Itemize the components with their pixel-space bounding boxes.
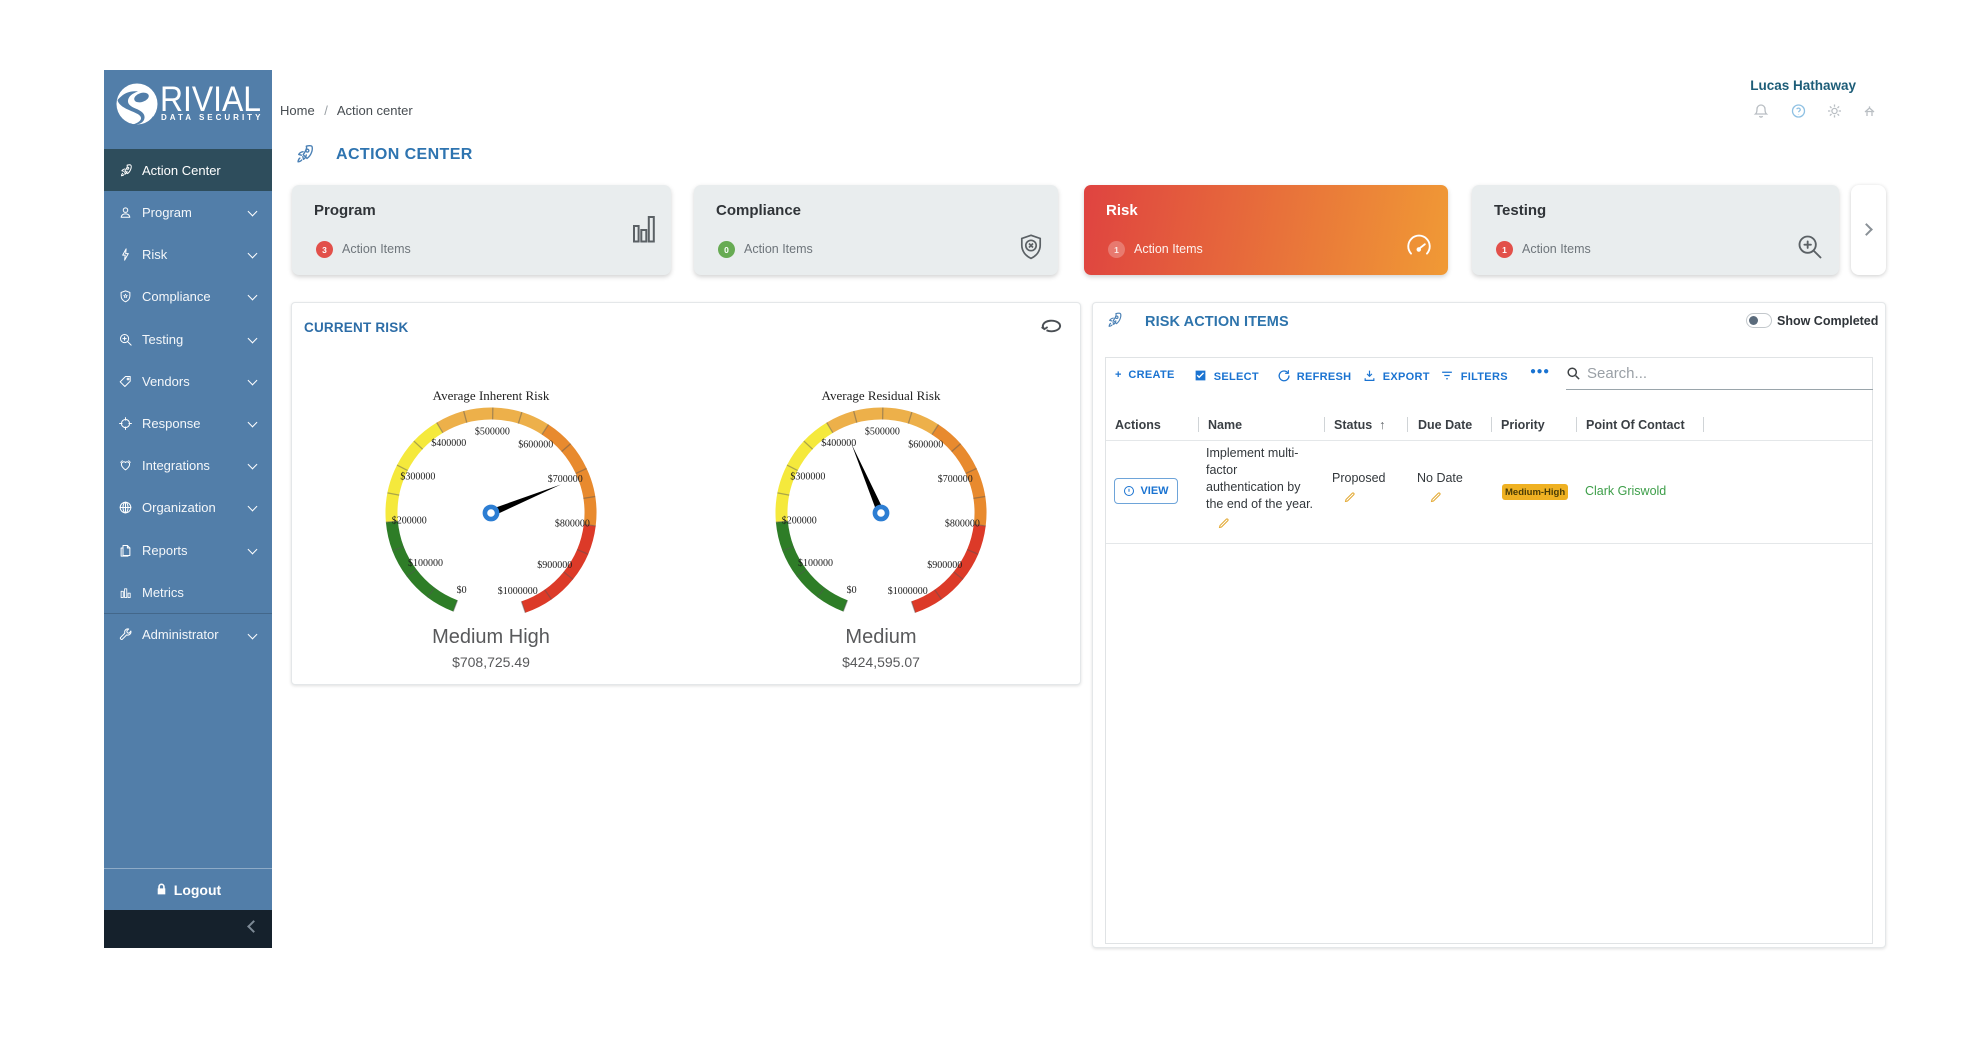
svg-text:$800000: $800000 — [945, 519, 980, 530]
svg-text:$200000: $200000 — [392, 516, 427, 527]
svg-text:DATA SECURITY: DATA SECURITY — [161, 113, 263, 122]
svg-text:$500000: $500000 — [865, 427, 900, 438]
svg-text:$600000: $600000 — [518, 440, 553, 451]
svg-text:$0: $0 — [847, 585, 857, 596]
svg-text:$100000: $100000 — [798, 558, 833, 569]
svg-text:$1000000: $1000000 — [498, 586, 538, 597]
svg-text:RIVIAL: RIVIAL — [160, 80, 261, 119]
svg-text:$900000: $900000 — [927, 560, 962, 571]
svg-text:$700000: $700000 — [548, 474, 583, 485]
svg-text:$100000: $100000 — [408, 558, 443, 569]
svg-text:$200000: $200000 — [782, 516, 817, 527]
svg-text:$300000: $300000 — [400, 471, 435, 482]
svg-text:$900000: $900000 — [537, 560, 572, 571]
svg-text:$400000: $400000 — [821, 438, 856, 449]
svg-text:$400000: $400000 — [431, 438, 466, 449]
svg-text:$0: $0 — [457, 585, 467, 596]
svg-text:$600000: $600000 — [908, 440, 943, 451]
svg-text:$800000: $800000 — [555, 519, 590, 530]
svg-text:$700000: $700000 — [938, 474, 973, 485]
svg-text:$300000: $300000 — [790, 471, 825, 482]
svg-text:$1000000: $1000000 — [888, 586, 928, 597]
svg-text:$500000: $500000 — [475, 427, 510, 438]
